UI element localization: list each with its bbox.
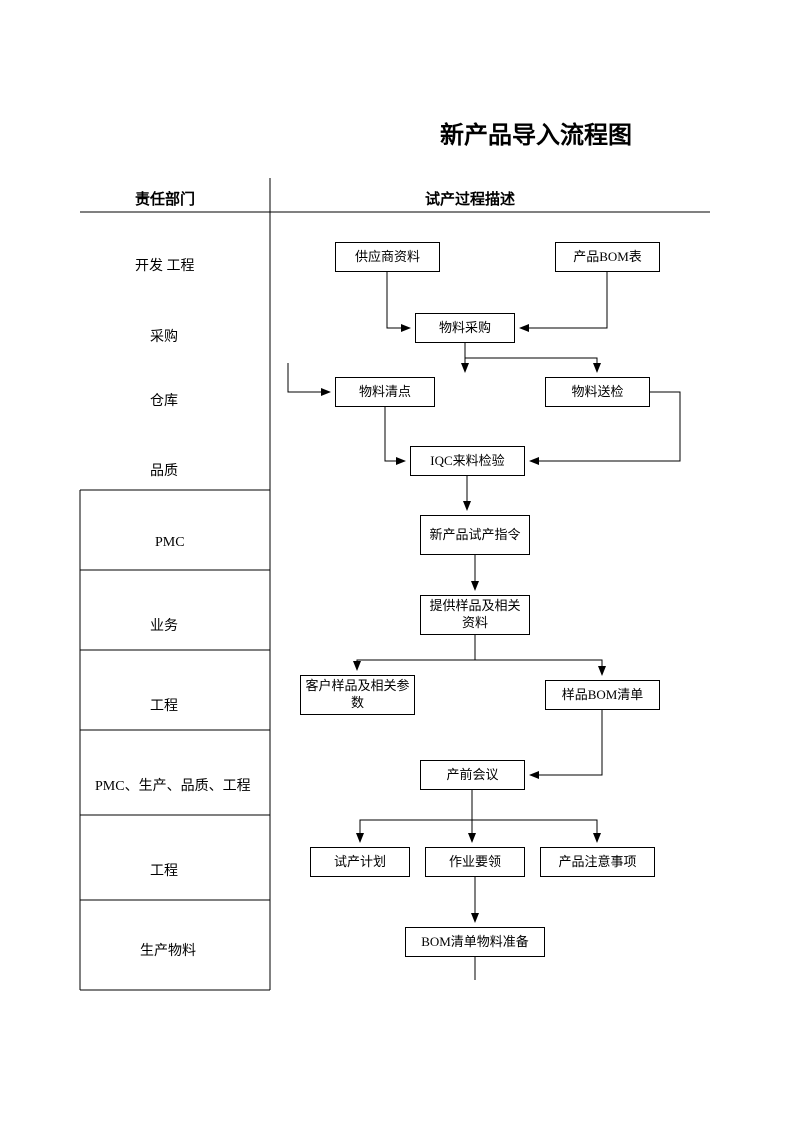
dept-d7: 工程 <box>150 695 178 715</box>
dept-d2: 采购 <box>150 326 178 346</box>
flowchart-lines <box>0 0 793 1122</box>
dept-d10: 生产物料 <box>140 940 196 960</box>
node-n2: 产品BOM表 <box>555 242 660 272</box>
dept-d4: 品质 <box>150 460 178 480</box>
node-n13: 作业要领 <box>425 847 525 877</box>
dept-d5: PMC <box>155 535 185 551</box>
node-n6: IQC来料检验 <box>410 446 525 476</box>
node-n12: 试产计划 <box>310 847 410 877</box>
node-n8: 提供样品及相关资料 <box>420 595 530 635</box>
node-n5: 物料送检 <box>545 377 650 407</box>
node-n3: 物料采购 <box>415 313 515 343</box>
node-n4: 物料清点 <box>335 377 435 407</box>
dept-d6: 业务 <box>150 615 178 635</box>
node-n15: BOM清单物料准备 <box>405 927 545 957</box>
page-title: 新产品导入流程图 <box>440 115 632 150</box>
dept-d3: 仓库 <box>150 390 178 410</box>
node-n7: 新产品试产指令 <box>420 515 530 555</box>
header-dept: 责任部门 <box>135 188 195 209</box>
node-n1: 供应商资料 <box>335 242 440 272</box>
dept-d8: PMC、生产、品质、工程 <box>95 775 251 795</box>
node-n11: 产前会议 <box>420 760 525 790</box>
node-n9: 客户样品及相关参数 <box>300 675 415 715</box>
dept-d9: 工程 <box>150 860 178 880</box>
node-n10: 样品BOM清单 <box>545 680 660 710</box>
dept-d1: 开发 工程 <box>135 255 195 275</box>
header-process: 试产过程描述 <box>425 188 515 209</box>
node-n14: 产品注意事项 <box>540 847 655 877</box>
